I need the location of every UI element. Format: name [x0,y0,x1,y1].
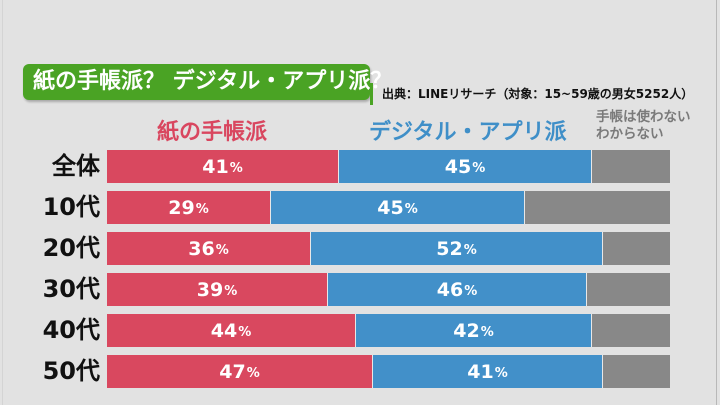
category-label: 40代 [42,316,100,344]
percent-sign: % [238,325,252,340]
category-label: 10代 [42,193,100,221]
digital-segment: 52% [310,232,602,265]
category-label: 30代 [42,275,100,303]
percent-sign: % [195,202,209,217]
other-segment [586,273,670,306]
category-label: 20代 [42,234,100,262]
percent-sign: % [224,284,238,299]
paper-segment: 47% [107,355,372,388]
data-label: 41 [467,360,494,383]
paper-segment: 41% [107,150,338,183]
legend-other: 手帳は使わない わからない [596,109,691,143]
paper-segment: 39% [107,273,327,306]
source-accent-bar [370,83,373,105]
digital-segment: 41% [372,355,602,388]
percent-sign: % [229,161,243,176]
other-segment [602,232,670,265]
digital-segment: 45% [338,150,591,183]
legend-paper: 紙の手帳派 [157,120,268,145]
category-label: 全体 [52,152,100,180]
percent-sign: % [480,325,494,340]
paper-segment: 44% [107,314,355,347]
data-label: 45 [377,196,404,219]
data-label: 42 [453,319,480,342]
data-label: 45 [444,155,472,178]
other-segment [591,314,670,347]
paper-segment: 36% [107,232,310,265]
legend-other-line1: 手帳は使わない [596,109,691,125]
legend-other-line2: わからない [596,126,664,142]
percent-sign: % [494,366,508,381]
category-label: 50代 [42,357,100,385]
frame-right-edge [716,0,717,405]
digital-segment: 45% [270,191,524,224]
other-segment [591,150,670,183]
data-label: 47 [219,360,246,383]
percent-sign: % [464,284,478,299]
digital-segment: 42% [355,314,591,347]
data-label: 29 [168,196,195,219]
chart-title: 紙の手帳派？ デジタル・アプリ派？ [23,64,392,100]
percent-sign: % [472,161,486,176]
legend-digital: デジタル・アプリ派 [369,120,567,145]
data-label: 36 [188,237,215,260]
source-note: 出典：LINEリサーチ（対象：15~59歳の男女5252人） [382,87,694,101]
frame-left-edge [2,0,3,405]
data-label: 46 [436,278,464,301]
digital-segment: 46% [327,273,586,306]
percent-sign: % [463,243,477,258]
percent-sign: % [404,202,418,217]
other-segment [524,191,670,224]
data-label: 39 [196,278,224,301]
percent-sign: % [246,366,260,381]
data-label: 52 [436,237,463,260]
other-segment [602,355,670,388]
paper-segment: 29% [107,191,270,224]
data-label: 41 [202,155,229,178]
percent-sign: % [215,243,229,258]
data-label: 44 [210,319,238,342]
